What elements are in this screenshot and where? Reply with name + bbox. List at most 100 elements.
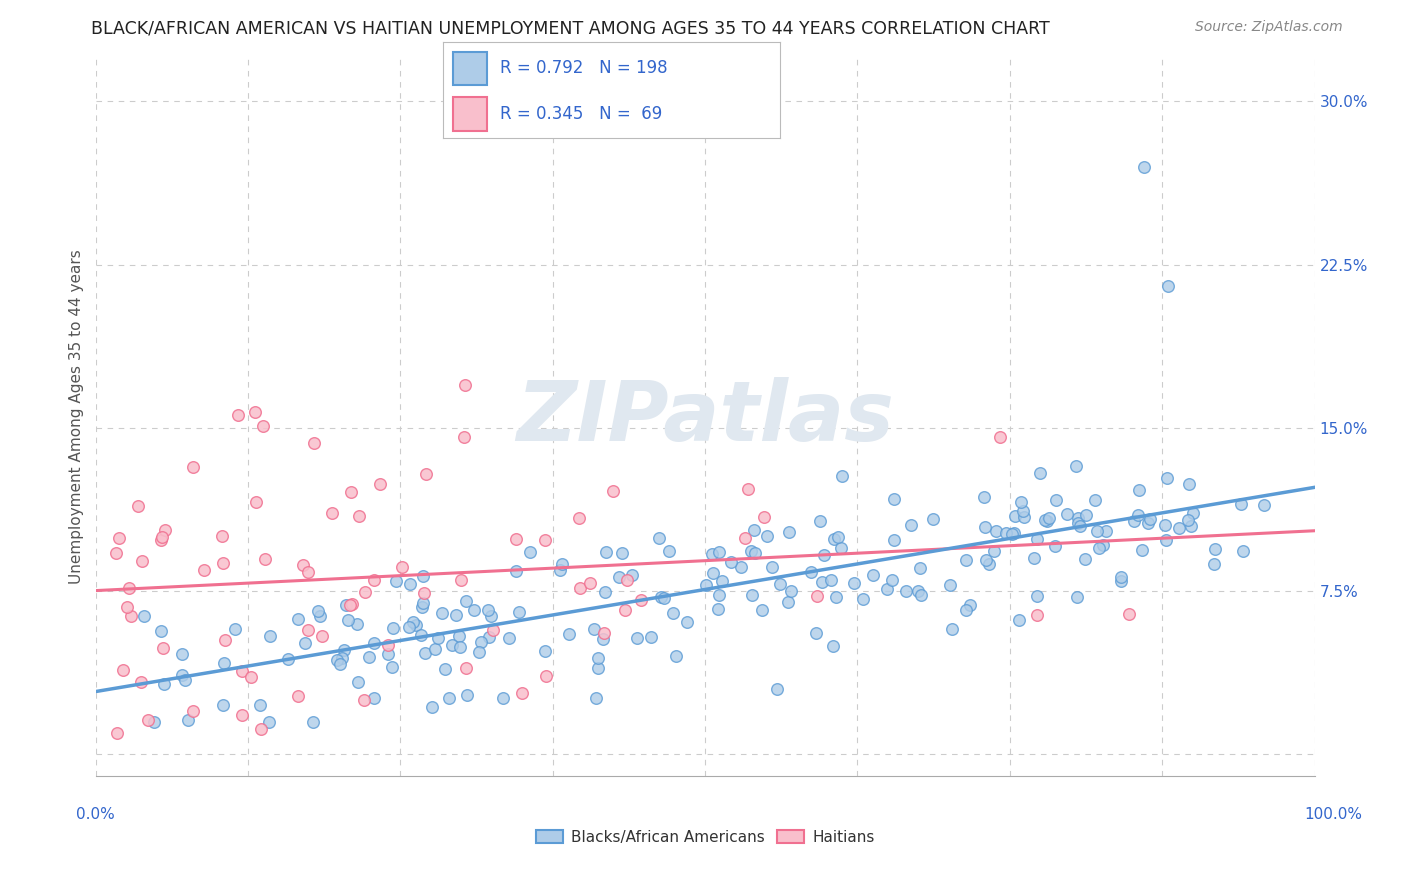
- Point: [423, 641, 446, 656]
- Point: [751, 603, 773, 617]
- Point: [734, 531, 756, 545]
- Point: [592, 632, 614, 646]
- Point: [1026, 532, 1049, 546]
- Point: [510, 686, 533, 700]
- Point: [467, 645, 489, 659]
- Point: [883, 533, 905, 547]
- Point: [132, 608, 155, 623]
- Point: [602, 484, 624, 499]
- Point: [321, 506, 343, 520]
- Point: [765, 681, 787, 696]
- Point: [332, 642, 354, 657]
- Point: [415, 646, 437, 660]
- Point: [212, 557, 235, 571]
- Point: [990, 430, 1012, 444]
- Point: [702, 566, 724, 580]
- Point: [939, 578, 962, 592]
- Point: [593, 625, 616, 640]
- Point: [239, 669, 262, 683]
- Point: [1001, 526, 1024, 541]
- Point: [675, 615, 697, 629]
- Point: [447, 628, 470, 642]
- Point: [346, 674, 368, 689]
- Point: [1253, 499, 1275, 513]
- Point: [977, 558, 1000, 572]
- Point: [1130, 543, 1153, 558]
- Point: [808, 515, 831, 529]
- Point: [411, 600, 433, 615]
- Point: [740, 544, 762, 558]
- Point: [482, 623, 505, 637]
- Point: [105, 725, 128, 739]
- Point: [277, 652, 299, 666]
- Point: [1036, 514, 1059, 528]
- Point: [595, 544, 617, 558]
- Point: [131, 554, 153, 568]
- Point: [569, 581, 592, 595]
- Point: [973, 490, 995, 504]
- Point: [558, 627, 581, 641]
- Point: [941, 623, 963, 637]
- Point: [652, 591, 675, 606]
- Point: [744, 546, 766, 560]
- Point: [755, 529, 778, 543]
- Point: [1204, 541, 1226, 556]
- Point: [377, 647, 399, 661]
- Point: [1074, 552, 1097, 566]
- Point: [1026, 589, 1049, 603]
- Point: [707, 602, 730, 616]
- Point: [336, 613, 359, 627]
- Point: [1043, 539, 1066, 553]
- Point: [413, 586, 436, 600]
- Point: [585, 691, 607, 706]
- Point: [852, 592, 875, 607]
- Point: [399, 576, 422, 591]
- Point: [1087, 524, 1109, 538]
- Point: [876, 582, 898, 596]
- Point: [335, 598, 357, 612]
- Point: [245, 495, 267, 509]
- Point: [231, 664, 253, 678]
- Point: [454, 593, 477, 607]
- Point: [326, 653, 349, 667]
- Point: [620, 567, 643, 582]
- Point: [534, 643, 557, 657]
- Point: [412, 597, 434, 611]
- Point: [212, 698, 235, 713]
- Point: [534, 533, 557, 547]
- Point: [752, 509, 775, 524]
- Point: [907, 583, 929, 598]
- Point: [534, 669, 557, 683]
- Text: R = 0.345   N =  69: R = 0.345 N = 69: [501, 104, 662, 123]
- Point: [709, 588, 731, 602]
- Point: [231, 708, 253, 723]
- Point: [1137, 516, 1160, 530]
- Point: [212, 656, 235, 670]
- Point: [470, 634, 492, 648]
- Point: [1029, 467, 1052, 481]
- Point: [823, 532, 845, 546]
- Point: [1024, 551, 1046, 566]
- Point: [609, 569, 631, 583]
- Point: [707, 545, 730, 559]
- Point: [582, 622, 605, 636]
- Text: 0.0%: 0.0%: [76, 807, 115, 822]
- Point: [1033, 513, 1056, 527]
- Point: [1156, 471, 1178, 485]
- Point: [174, 673, 197, 687]
- Point: [983, 544, 1005, 558]
- Point: [214, 633, 236, 648]
- Point: [1011, 504, 1033, 518]
- Point: [505, 564, 527, 578]
- Point: [1133, 160, 1156, 174]
- Point: [150, 530, 173, 544]
- Point: [984, 524, 1007, 538]
- Point: [827, 530, 849, 544]
- Point: [1126, 508, 1149, 522]
- Point: [910, 588, 932, 602]
- Point: [1109, 574, 1132, 588]
- Point: [1066, 591, 1088, 605]
- Point: [294, 636, 316, 650]
- FancyBboxPatch shape: [453, 97, 486, 130]
- Point: [1008, 613, 1031, 627]
